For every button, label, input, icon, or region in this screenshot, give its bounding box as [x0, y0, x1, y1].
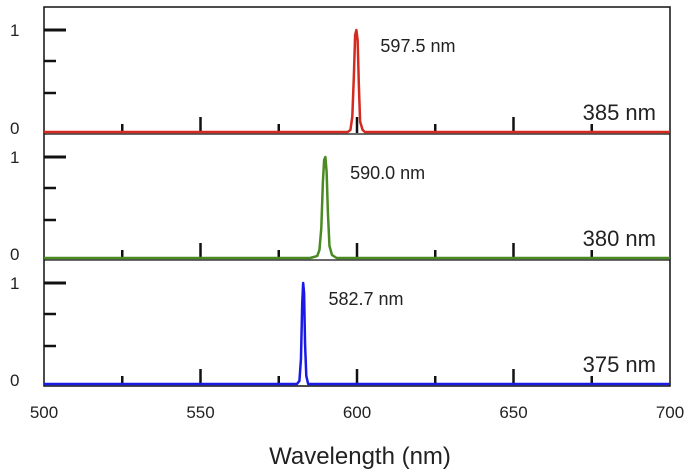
spectrum-line	[44, 281, 670, 386]
x-tick-label: 650	[499, 403, 527, 422]
excitation-label: 380 nm	[583, 226, 656, 251]
y-tick-label-0: 0	[10, 119, 19, 138]
spectrum-line	[44, 28, 670, 134]
plot-frame	[43, 6, 671, 387]
excitation-label: 385 nm	[583, 100, 656, 125]
y-tick-label-1: 1	[10, 148, 19, 167]
x-tick-label: 500	[30, 403, 58, 422]
x-axis-title: Wavelength (nm)	[269, 443, 451, 470]
peak-wavelength-label: 597.5 nm	[380, 36, 455, 56]
spectrum-panel: 1 0 597.5 nm 385 nm	[10, 21, 670, 138]
x-tick-label: 700	[656, 403, 684, 422]
y-tick-label-1: 1	[10, 21, 19, 40]
spectrum-panel: 1 0 582.7 nm 375 nm	[10, 274, 670, 390]
peak-wavelength-label: 582.7 nm	[328, 289, 403, 309]
y-tick-label-0: 0	[10, 245, 19, 264]
spectrum-panel: 1 0 590.0 nm 380 nm	[10, 148, 670, 264]
spectra-panels: 1 0 597.5 nm 385 nm 1 0 590.0 nm 380 nm 1 0 582.7 …	[10, 21, 670, 390]
x-axis-ticks: 500 550 600 650 700	[30, 403, 684, 422]
y-tick-label-0: 0	[10, 371, 19, 390]
spectrum-line	[44, 155, 670, 260]
x-tick-label: 550	[186, 403, 214, 422]
peak-wavelength-label: 590.0 nm	[350, 163, 425, 183]
y-tick-label-1: 1	[10, 274, 19, 293]
excitation-label: 375 nm	[583, 352, 656, 377]
plot-border	[43, 6, 671, 387]
x-tick-label: 600	[343, 403, 371, 422]
